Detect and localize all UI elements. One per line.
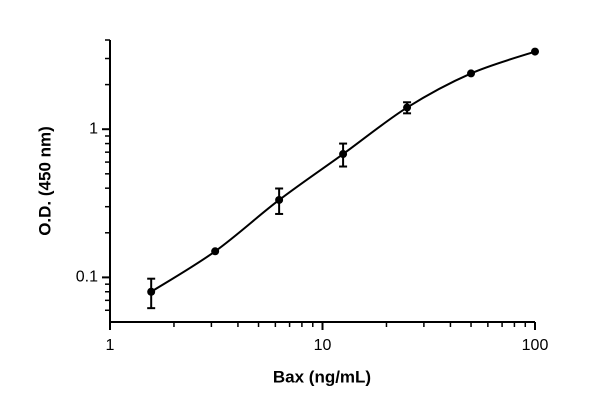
data-point xyxy=(211,247,220,256)
x-tick-label: 1 xyxy=(106,337,115,354)
x-tick-label: 10 xyxy=(314,337,332,354)
data-point xyxy=(339,150,348,159)
x-tick-label: 100 xyxy=(522,337,549,354)
data-point xyxy=(531,47,539,56)
data-point xyxy=(467,69,476,78)
y-tick-label: 1 xyxy=(89,120,98,137)
y-axis-title: O.D. (450 nm) xyxy=(35,126,54,236)
y-tick-label: 0.1 xyxy=(76,269,98,286)
fit-curve xyxy=(150,50,536,293)
data-point xyxy=(403,103,412,112)
data-point xyxy=(147,287,156,296)
x-axis-title: Bax (ng/mL) xyxy=(273,367,371,386)
data-point xyxy=(275,195,284,204)
